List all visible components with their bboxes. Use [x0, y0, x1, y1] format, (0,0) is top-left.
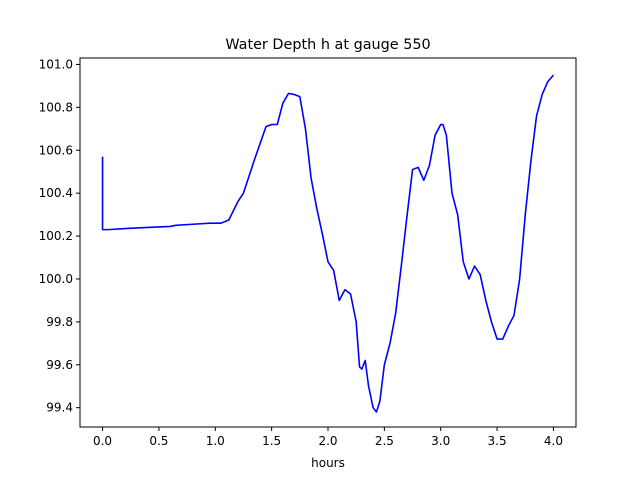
series-layer	[101, 74, 555, 413]
chart-title: Water Depth h at gauge 550	[225, 37, 430, 53]
y-tick-label: 99.4	[46, 401, 73, 415]
x-tick-label: 4.0	[544, 434, 563, 448]
y-tick-label: 99.6	[46, 358, 73, 372]
x-axis: 0.0 0.5 1.0 1.5 2.0 2.5 3.0 3.5 4.0	[93, 427, 563, 448]
y-tick-label: 100.2	[39, 229, 73, 243]
x-tick-label: 3.5	[488, 434, 507, 448]
y-tick-label: 100.6	[39, 143, 73, 157]
x-tick-label: 0.0	[93, 434, 112, 448]
x-tick-label: 3.0	[431, 434, 450, 448]
y-tick-label: 100.0	[39, 272, 73, 286]
y-tick-label: 100.4	[39, 186, 73, 200]
y-tick-label: 99.8	[46, 315, 73, 329]
x-tick-label: 2.5	[375, 434, 394, 448]
y-axis: 99.4 99.6 99.8 100.0 100.2 100.4 100.6 100.8 101…	[39, 57, 80, 415]
y-tick-label: 100.8	[39, 100, 73, 114]
x-tick-label: 2.0	[318, 434, 337, 448]
x-tick-label: 1.5	[262, 434, 281, 448]
x-tick-label: 0.5	[149, 434, 168, 448]
series-line	[101, 74, 555, 413]
x-tick-label: 1.0	[206, 434, 225, 448]
x-axis-label: hours	[311, 456, 345, 470]
y-tick-label: 101.0	[39, 57, 73, 71]
